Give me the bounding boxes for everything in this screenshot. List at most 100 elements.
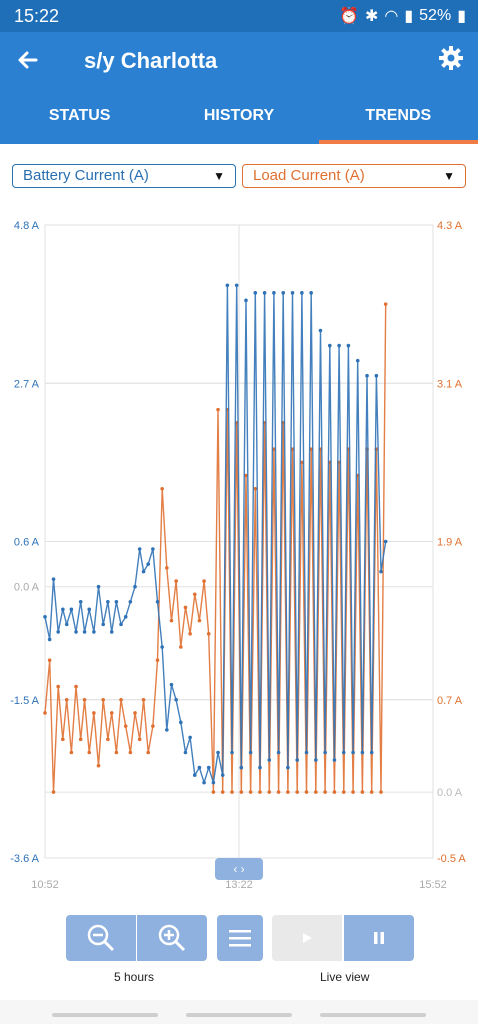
chart-scroll-handle[interactable]: ‹ › [215, 858, 263, 880]
battery-current-point [206, 765, 211, 770]
battery-current-point [351, 750, 355, 755]
back-button[interactable] [14, 46, 44, 76]
battery-current-point [244, 298, 248, 303]
zoom-in-button[interactable] [137, 915, 207, 961]
load-current-point [137, 737, 142, 742]
chevron-down-icon: ▼ [443, 169, 455, 183]
battery-current-point [309, 291, 313, 295]
load-current-point [332, 790, 337, 794]
battery-current-point [276, 750, 281, 755]
load-current-point [206, 632, 211, 636]
battery-current-point [146, 562, 151, 566]
trend-chart[interactable]: 4.8 A 2.7 A 0.6 A 0.0 A -1.5 A -3.6 A 4.3 A 3.1… [0, 210, 478, 900]
load-current-point [119, 697, 123, 702]
battery-current-point [304, 750, 309, 755]
battery-current-point [155, 599, 160, 604]
arrow-left-icon [18, 51, 38, 69]
system-nav-bar [0, 1000, 478, 1024]
battery-current-point [314, 758, 318, 762]
zoom-out-icon [87, 924, 115, 952]
bluetooth-icon: ✱ [364, 8, 379, 25]
battery-icon: ▮ [457, 8, 466, 25]
load-current-point [82, 697, 87, 702]
load-current-point [155, 658, 160, 662]
load-current-point [314, 790, 318, 794]
battery-current-point [369, 750, 374, 755]
battery-current-point [346, 343, 351, 348]
battery-current-point [119, 622, 123, 627]
battery-current-point [188, 735, 192, 740]
y-right-tick-label: 1.9 A [437, 537, 463, 549]
left-series-select[interactable]: Battery Current (A) ▼ [12, 164, 236, 188]
menu-button[interactable] [217, 915, 263, 961]
battery-current-point [174, 697, 178, 702]
y-left-tick-label: 2.7 A [14, 378, 40, 390]
settings-button[interactable] [436, 44, 466, 74]
load-current-point [96, 763, 101, 768]
battery-current-point [141, 569, 146, 574]
load-current-point [244, 473, 248, 478]
battery-current-point [87, 607, 92, 612]
battery-current-point [272, 291, 276, 295]
battery-current-point [43, 615, 47, 619]
load-current-point [286, 790, 290, 794]
tab-trends[interactable]: TRENDS [318, 92, 478, 144]
load-current-point [267, 790, 272, 794]
load-current-point [109, 711, 114, 715]
battery-current-point [61, 607, 65, 612]
live-view-label: Live view [320, 970, 370, 984]
load-current-point [379, 790, 383, 794]
nav-home-indicator[interactable] [186, 1013, 292, 1017]
right-series-select[interactable]: Load Current (A) ▼ [242, 164, 466, 188]
load-current-point [114, 750, 119, 755]
load-current-point [47, 658, 52, 662]
zoom-out-button[interactable] [66, 915, 136, 961]
battery-current-point [262, 291, 267, 295]
play-button[interactable] [272, 915, 342, 961]
load-current-point [183, 605, 188, 610]
battery-current-point [160, 645, 164, 649]
load-current-point [276, 790, 281, 794]
alarm-icon: ⏰ [339, 8, 359, 25]
battery-current-point [82, 630, 87, 634]
load-current-point [128, 750, 133, 755]
load-current-point [258, 790, 262, 794]
load-current-point [61, 737, 65, 742]
load-current-point [295, 790, 300, 794]
tab-status[interactable]: STATUS [48, 107, 111, 124]
x-tick-label: 10:52 [31, 879, 59, 891]
battery-current-point [300, 291, 304, 295]
load-current-point [211, 790, 216, 794]
load-current-point [202, 579, 206, 583]
nav-back-indicator[interactable] [320, 1013, 426, 1017]
signal-icon: ▮ [404, 8, 414, 25]
pause-button[interactable] [344, 915, 414, 961]
load-current-point [74, 684, 78, 689]
nav-recent-indicator[interactable] [52, 1013, 158, 1017]
load-current-point [300, 460, 304, 465]
load-current-point [216, 407, 220, 412]
tab-history[interactable]: HISTORY [203, 107, 275, 124]
battery-current-point [106, 599, 110, 604]
battery-current-point [47, 637, 52, 642]
load-current-point [87, 750, 92, 755]
load-current-point [174, 579, 178, 583]
y-left-tick-label: 4.8 A [14, 220, 40, 232]
battery-percent: 52% [419, 7, 452, 24]
tab-bar: STATUS HISTORY TRENDS [0, 92, 478, 144]
battery-current-point [253, 291, 258, 295]
load-current-point [188, 632, 192, 636]
load-current-point [220, 790, 225, 794]
battery-current-point [220, 773, 225, 777]
load-current-point [141, 697, 146, 702]
load-current-point [253, 486, 258, 491]
load-current-point [106, 737, 110, 742]
y-right-tick-label: 3.1 A [437, 378, 463, 390]
status-time: 15:22 [14, 6, 60, 26]
load-current-point [92, 711, 96, 715]
battery-current-point [318, 328, 323, 333]
load-current-point [51, 790, 56, 794]
load-current-point [43, 711, 47, 715]
battery-current-point [248, 750, 253, 755]
battery-current-point [258, 765, 262, 770]
